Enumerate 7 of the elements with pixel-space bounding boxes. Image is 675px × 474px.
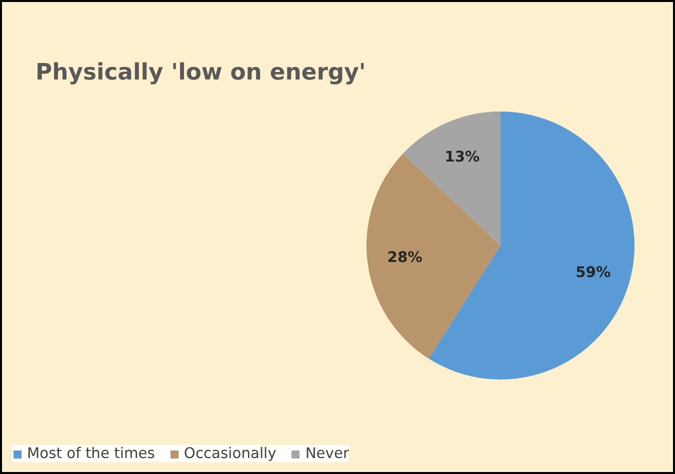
data-label: 13% [444, 148, 480, 166]
legend-label: Most of the times [27, 445, 155, 462]
legend-label: Never [305, 445, 350, 462]
data-label: 59% [576, 264, 612, 281]
chart-title: Physically 'low on energy' [36, 60, 366, 86]
legend-label: Occasionally [184, 445, 276, 462]
data-label: 28% [387, 249, 423, 266]
